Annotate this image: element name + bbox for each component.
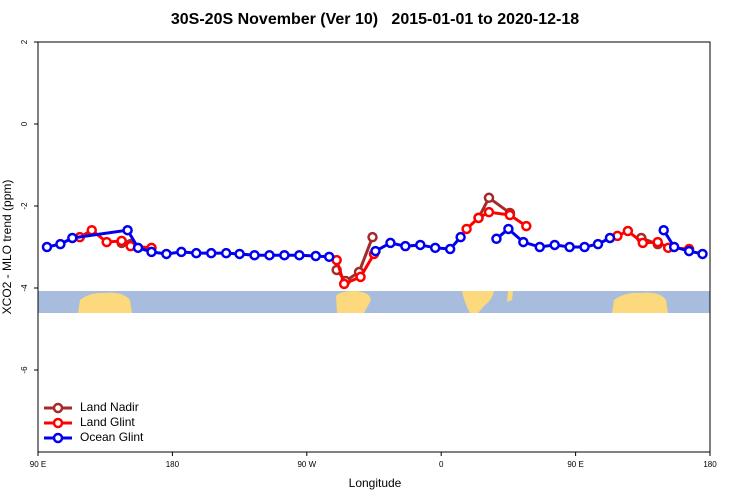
data-point <box>205 247 217 259</box>
land <box>612 292 668 313</box>
legend-marker <box>52 417 64 429</box>
x-tick-label: 90 E <box>567 460 583 469</box>
series-line <box>79 210 690 286</box>
data-point <box>310 250 322 262</box>
data-point <box>249 249 260 261</box>
data-point <box>234 248 245 260</box>
data-point <box>132 242 144 254</box>
land <box>336 291 371 313</box>
data-point <box>668 241 680 253</box>
data-point <box>400 240 411 252</box>
data-point <box>355 271 366 283</box>
data-point <box>444 243 456 255</box>
data-point <box>622 225 634 237</box>
data-point <box>579 241 590 253</box>
y-axis-label: XCO2 - MLO trend (ppm) <box>0 180 14 315</box>
data-point <box>122 224 133 236</box>
x-tick-label: 180 <box>166 460 180 469</box>
y-tick-label: 0 <box>20 121 29 126</box>
chart-title: 30S-20S November (Ver 10) 2015-01-01 to … <box>171 11 579 28</box>
x-tick-label: 0 <box>439 460 444 469</box>
data-point <box>415 239 426 251</box>
data-point <box>697 248 708 260</box>
data-point <box>385 237 396 249</box>
data-point <box>549 239 560 251</box>
data-point <box>176 246 187 258</box>
y-tick-label: 2 <box>20 39 29 44</box>
data-point <box>604 232 616 244</box>
y-tick-label: -2 <box>20 202 29 210</box>
legend-label: Ocean Glint <box>80 430 144 444</box>
data-point <box>367 231 378 243</box>
y-tick-label: -4 <box>20 284 29 292</box>
data-point <box>473 212 484 224</box>
data-point <box>116 235 127 247</box>
data-point <box>461 223 472 235</box>
data-point <box>55 238 66 250</box>
data-point <box>279 249 290 261</box>
data-point <box>191 247 202 259</box>
data-point <box>323 251 335 263</box>
legend-marker <box>52 432 64 444</box>
land <box>78 292 132 313</box>
data-point <box>370 245 381 257</box>
x-tick-label: 90 E <box>30 460 46 469</box>
ocean-band <box>38 291 710 313</box>
plot-frame <box>37 41 711 453</box>
data-point <box>534 241 546 253</box>
data-point <box>338 278 350 290</box>
data-point <box>637 237 649 249</box>
data-point <box>652 236 663 248</box>
x-tick-label: 90 W <box>297 460 316 469</box>
data-point <box>592 238 604 250</box>
x-tick-label: 180 <box>703 460 717 469</box>
data-point <box>503 223 514 235</box>
legend-label: Land Nadir <box>80 400 139 414</box>
data-point <box>483 192 495 204</box>
data-point <box>429 242 441 254</box>
x-axis-label: Longitude <box>349 476 402 490</box>
data-point <box>101 236 112 248</box>
data-point <box>491 233 502 245</box>
data-point <box>683 245 695 257</box>
data-point <box>264 249 275 261</box>
data-point <box>564 241 575 253</box>
data-point <box>521 220 532 232</box>
data-point <box>455 231 466 243</box>
legend-label: Land Glint <box>80 415 135 429</box>
data-point <box>658 224 669 236</box>
map-strip <box>38 291 710 313</box>
data-point <box>86 224 98 236</box>
data-point <box>220 247 232 259</box>
data-point <box>518 236 529 248</box>
data-point <box>67 232 78 244</box>
data-point <box>294 249 305 261</box>
data-point <box>483 206 495 218</box>
data-point <box>41 241 53 253</box>
data-point <box>504 209 516 221</box>
legend-marker <box>52 402 64 414</box>
land <box>507 291 513 302</box>
data-point <box>161 248 172 260</box>
data-point <box>146 246 157 258</box>
y-tick-label: -6 <box>20 366 29 374</box>
land <box>462 291 494 313</box>
